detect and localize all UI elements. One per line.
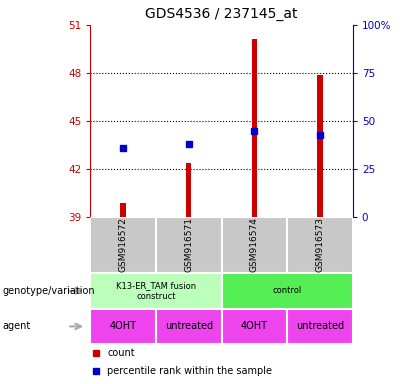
Bar bbox=[287, 217, 353, 273]
Bar bbox=[156, 217, 222, 273]
Text: 4OHT: 4OHT bbox=[241, 321, 268, 331]
Bar bbox=[252, 38, 257, 217]
Text: 4OHT: 4OHT bbox=[110, 321, 136, 331]
Title: GDS4536 / 237145_at: GDS4536 / 237145_at bbox=[145, 7, 298, 21]
Bar bbox=[90, 217, 156, 273]
Text: K13-ER_TAM fusion
construct: K13-ER_TAM fusion construct bbox=[116, 281, 196, 301]
Bar bbox=[121, 203, 126, 217]
Bar bbox=[156, 309, 222, 344]
Bar bbox=[222, 273, 353, 309]
Bar bbox=[90, 273, 222, 309]
Bar bbox=[186, 163, 192, 217]
Bar bbox=[318, 75, 323, 217]
Bar bbox=[287, 309, 353, 344]
Text: count: count bbox=[108, 348, 135, 358]
Text: agent: agent bbox=[2, 321, 30, 331]
Text: percentile rank within the sample: percentile rank within the sample bbox=[108, 366, 272, 376]
Bar bbox=[222, 309, 287, 344]
Text: GSM916572: GSM916572 bbox=[118, 217, 128, 272]
Text: GSM916571: GSM916571 bbox=[184, 217, 193, 272]
Bar bbox=[222, 217, 287, 273]
Bar bbox=[90, 309, 156, 344]
Text: control: control bbox=[273, 286, 302, 295]
Text: untreated: untreated bbox=[296, 321, 344, 331]
Text: genotype/variation: genotype/variation bbox=[2, 286, 95, 296]
Text: GSM916573: GSM916573 bbox=[315, 217, 325, 272]
Text: GSM916574: GSM916574 bbox=[250, 217, 259, 272]
Text: untreated: untreated bbox=[165, 321, 213, 331]
